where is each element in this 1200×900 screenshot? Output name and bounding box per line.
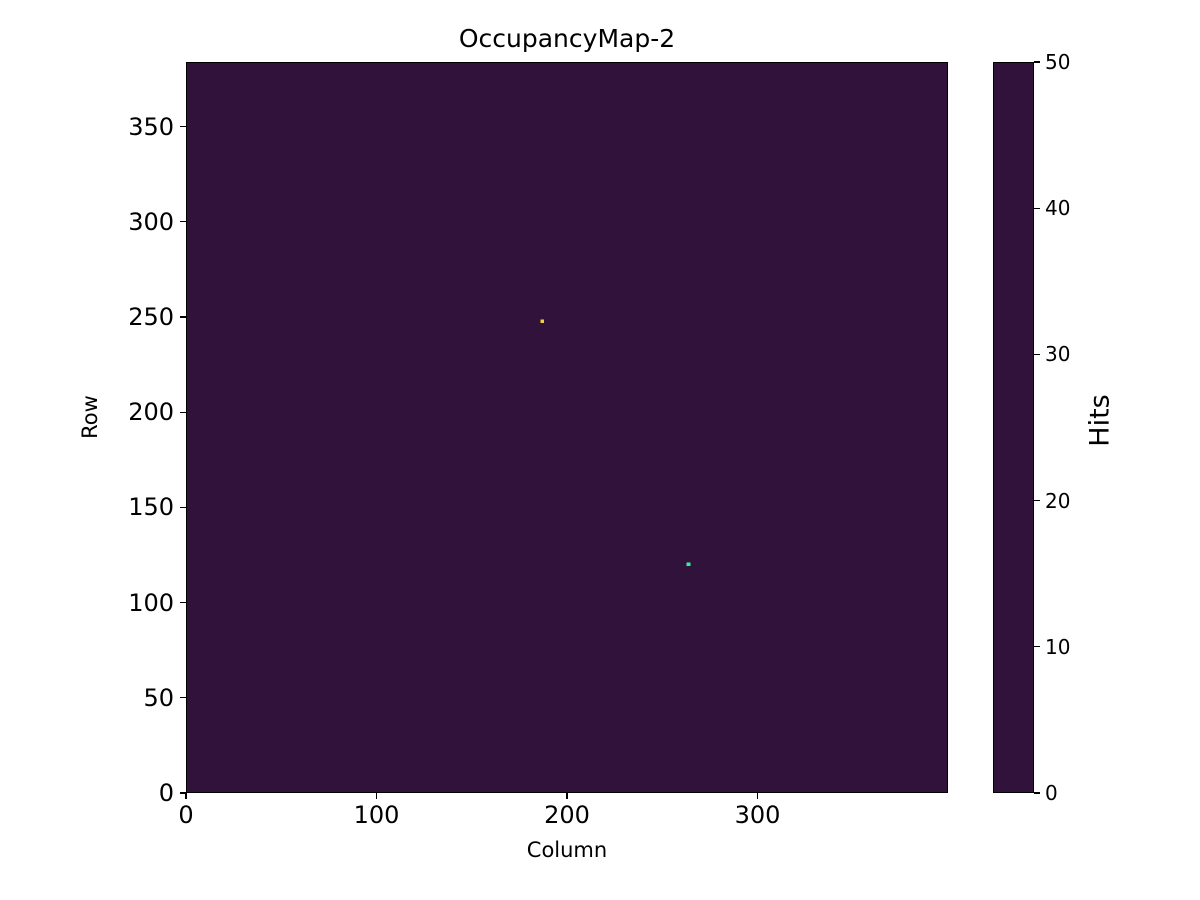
y-tick-label: 250 bbox=[128, 303, 174, 332]
y-tick-mark bbox=[180, 221, 186, 223]
colorbar-tick-mark bbox=[1034, 353, 1040, 355]
heatmap-plot-area[interactable] bbox=[186, 62, 948, 793]
colorbar-tick-mark bbox=[1034, 646, 1040, 648]
y-tick-label: 200 bbox=[128, 398, 174, 427]
y-tick-label: 100 bbox=[128, 588, 174, 617]
colorbar-tick-label: 10 bbox=[1045, 634, 1071, 659]
heatmap-image bbox=[187, 63, 947, 792]
chart-title: OccupancyMap-2 bbox=[458, 24, 676, 53]
x-tick-label: 200 bbox=[544, 801, 590, 829]
colorbar-tick-mark bbox=[1034, 207, 1040, 209]
y-tick-mark bbox=[180, 506, 186, 509]
y-tick-mark bbox=[180, 602, 186, 604]
y-tick-mark bbox=[180, 697, 186, 699]
x-tick-mark bbox=[566, 793, 568, 799]
colorbar-tick-label: 40 bbox=[1045, 196, 1071, 221]
colorbar-tick-mark bbox=[1034, 61, 1040, 63]
colorbar-tick-mark bbox=[1034, 500, 1040, 502]
y-tick-mark bbox=[180, 792, 186, 794]
y-tick-label: 50 bbox=[143, 683, 174, 712]
y-tick-label: 300 bbox=[128, 207, 174, 236]
y-tick-label: 150 bbox=[128, 493, 174, 522]
colorbar-tick-label: 30 bbox=[1045, 342, 1071, 367]
colorbar-gradient bbox=[994, 63, 1033, 792]
y-tick-mark bbox=[180, 411, 186, 413]
colorbar-tick-label: 50 bbox=[1045, 50, 1071, 74]
y-tick-label: 350 bbox=[128, 112, 174, 141]
colorbar[interactable] bbox=[993, 62, 1034, 793]
x-tick-mark bbox=[185, 793, 187, 799]
x-tick-mark bbox=[756, 793, 759, 799]
y-tick-label: 0 bbox=[158, 779, 174, 807]
colorbar-label: Hits bbox=[1084, 394, 1116, 447]
x-tick-label: 100 bbox=[353, 801, 400, 829]
x-tick-mark bbox=[375, 793, 378, 799]
x-axis-label: Column bbox=[526, 838, 608, 862]
colorbar-tick-mark bbox=[1034, 792, 1040, 794]
x-tick-label: 0 bbox=[178, 801, 194, 829]
y-tick-mark bbox=[180, 316, 186, 318]
y-tick-mark bbox=[180, 126, 186, 128]
y-axis-tick-labels: 0 50 100 150 200 250 300 350 bbox=[0, 0, 186, 900]
colorbar-tick-label: 20 bbox=[1045, 488, 1071, 513]
x-tick-label: 300 bbox=[734, 801, 781, 829]
colorbar-tick-label: 0 bbox=[1045, 781, 1058, 805]
